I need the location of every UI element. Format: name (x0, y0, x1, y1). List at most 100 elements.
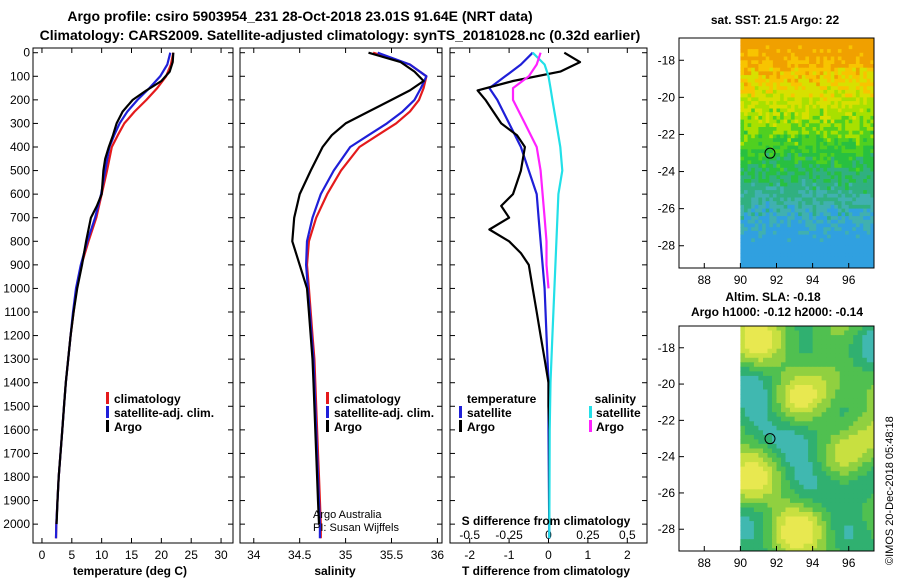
sla-cell (781, 421, 786, 427)
sst-cell (744, 41, 749, 46)
sst-cell (852, 149, 857, 154)
sst-cell (866, 171, 871, 176)
sla-cell (767, 516, 773, 522)
sla-cell (776, 484, 782, 490)
sst-cell (819, 260, 824, 265)
sst-cell (740, 216, 745, 221)
sla-cell (772, 385, 777, 390)
sla-cell (799, 344, 805, 350)
sst-cell (772, 164, 777, 169)
sla-cell (830, 366, 836, 372)
sst-cell (754, 89, 759, 95)
sla-cell (848, 344, 854, 350)
sla-cell (772, 507, 777, 513)
sst-cell (845, 216, 850, 221)
sla-cell (866, 412, 872, 418)
sst-cell (751, 86, 756, 91)
sla-cell (772, 548, 777, 551)
sla-cell (821, 330, 827, 336)
sst-cell (866, 234, 871, 239)
sst-cell (819, 141, 824, 147)
sst-cell (870, 197, 874, 202)
sla-cell (781, 507, 786, 513)
sla-cell (799, 375, 805, 381)
sst-cell (837, 182, 842, 187)
sst-cell (837, 71, 842, 76)
sla-cell (753, 548, 759, 551)
sst-cell (747, 208, 752, 213)
sst-cell (812, 138, 817, 143)
sla-cell (744, 539, 750, 545)
sla-cell (790, 539, 795, 545)
sst-cell (783, 104, 788, 109)
sst-cell (798, 49, 803, 54)
sla-cell (749, 530, 755, 536)
sst-cell (762, 160, 767, 165)
sst-cell (845, 167, 850, 172)
sst-cell (819, 238, 824, 243)
sla-cell (763, 521, 768, 527)
sst-cell (758, 141, 763, 147)
sst-cell (837, 197, 842, 202)
sla-cell (826, 493, 832, 499)
sst-cell (841, 101, 846, 106)
sst-cell (740, 201, 745, 206)
sst-cell (841, 93, 846, 98)
sst-cell (754, 204, 759, 210)
sla-cell (866, 475, 872, 481)
sst-cell (765, 127, 770, 132)
sst-cell (827, 104, 832, 109)
sst-cell (754, 167, 759, 172)
sst-cell (740, 249, 745, 254)
sla-cell (853, 421, 859, 427)
sla-cell (857, 484, 863, 490)
sst-cell (866, 264, 871, 268)
sst-cell (762, 193, 767, 198)
sst-cell (790, 41, 795, 46)
sst-cell (827, 160, 832, 165)
sst-cell (827, 78, 832, 83)
sst-cell (784, 268, 788, 272)
sst-cell (762, 190, 767, 195)
sst-cell (837, 164, 842, 169)
sla-cell (794, 416, 800, 422)
sst-cell (780, 112, 785, 117)
sst-cell (762, 141, 767, 147)
sst-cell (744, 127, 749, 132)
sst-cell (863, 138, 868, 143)
sla-cell (803, 357, 809, 363)
sla-cell (812, 339, 818, 345)
sst-cell (827, 82, 832, 87)
sst-cell (751, 219, 756, 224)
sst-cell (798, 193, 803, 198)
sst-cell (834, 60, 839, 65)
sla-cell (799, 471, 805, 477)
sst-cell (816, 93, 821, 98)
sst-cell (827, 253, 832, 258)
sst-cell (744, 89, 749, 95)
sst-cell (837, 264, 842, 268)
sst-cell (837, 186, 842, 191)
sst-cell (787, 160, 792, 165)
sst-cell (794, 234, 799, 239)
sla-cell (844, 344, 850, 350)
sst-cell (859, 264, 864, 268)
sst-cell (863, 260, 868, 265)
sst-cell (834, 249, 839, 254)
legend-title-salinity: salinity (595, 392, 637, 406)
sla-cell (781, 548, 786, 551)
sst-cell (830, 190, 835, 195)
sst-cell (772, 201, 777, 206)
y-tick-label: 1200 (3, 329, 30, 343)
sst-cell (866, 223, 871, 228)
sla-cell (812, 439, 818, 445)
sla-cell (772, 403, 777, 409)
sla-cell (803, 416, 809, 422)
sst-cell (837, 112, 842, 117)
sst-cell (819, 93, 824, 98)
sla-cell (785, 525, 791, 531)
sst-cell (762, 127, 767, 132)
sst-cell (787, 260, 792, 265)
sla-cell (781, 539, 786, 545)
sla-cell (821, 516, 827, 522)
